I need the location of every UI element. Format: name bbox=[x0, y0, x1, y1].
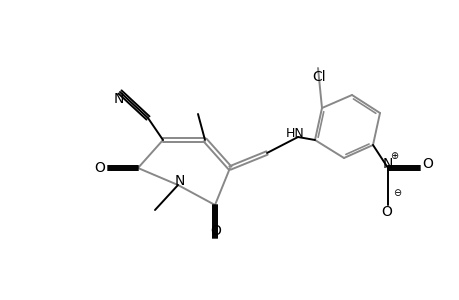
Text: Cl: Cl bbox=[312, 70, 325, 84]
Text: O: O bbox=[210, 224, 221, 238]
Text: O: O bbox=[381, 205, 392, 219]
Text: ⊖: ⊖ bbox=[392, 188, 400, 198]
Text: O: O bbox=[422, 157, 432, 171]
Text: O: O bbox=[95, 161, 105, 175]
Text: HN: HN bbox=[285, 127, 304, 140]
Text: N: N bbox=[113, 92, 124, 106]
Text: N: N bbox=[382, 157, 392, 171]
Text: ⊕: ⊕ bbox=[389, 151, 397, 161]
Text: N: N bbox=[174, 174, 185, 188]
